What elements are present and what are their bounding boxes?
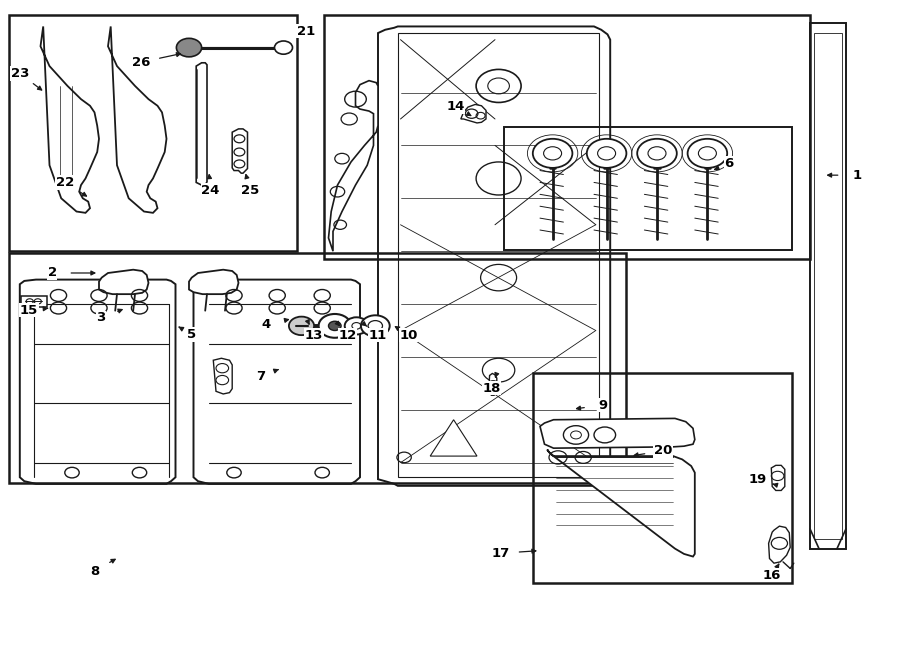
Text: 8: 8: [90, 564, 99, 578]
Text: 26: 26: [132, 56, 150, 69]
Text: 21: 21: [297, 24, 315, 38]
Bar: [324, 15, 810, 259]
Bar: [533, 373, 792, 583]
Polygon shape: [189, 270, 239, 294]
Polygon shape: [378, 26, 610, 486]
Text: 7: 7: [256, 369, 266, 383]
Bar: [21, 296, 47, 307]
Polygon shape: [40, 26, 99, 213]
Polygon shape: [194, 280, 360, 484]
Bar: [398, 33, 598, 477]
Circle shape: [328, 321, 341, 330]
Text: 25: 25: [241, 184, 259, 197]
Polygon shape: [461, 104, 486, 123]
Polygon shape: [769, 526, 790, 563]
Text: 13: 13: [305, 329, 323, 342]
Bar: [9, 15, 297, 251]
Text: 9: 9: [598, 399, 608, 412]
Polygon shape: [547, 449, 695, 557]
Text: 15: 15: [20, 303, 38, 317]
Bar: [814, 33, 842, 539]
Polygon shape: [108, 26, 166, 213]
Text: 22: 22: [56, 176, 74, 189]
Polygon shape: [540, 418, 695, 448]
Text: 14: 14: [446, 100, 464, 113]
Text: 24: 24: [202, 184, 220, 197]
Text: 19: 19: [749, 473, 767, 486]
Text: 6: 6: [724, 157, 733, 170]
Circle shape: [345, 317, 368, 334]
Bar: [810, 23, 846, 549]
Circle shape: [176, 38, 202, 57]
Circle shape: [533, 139, 572, 168]
Text: 10: 10: [400, 329, 418, 342]
Text: 17: 17: [491, 547, 509, 560]
Bar: [504, 127, 792, 250]
Circle shape: [688, 139, 727, 168]
Circle shape: [637, 139, 677, 168]
Text: 1: 1: [852, 169, 861, 182]
Polygon shape: [196, 63, 207, 185]
Text: 20: 20: [654, 444, 672, 457]
Polygon shape: [489, 373, 497, 395]
Text: 4: 4: [262, 318, 271, 331]
Circle shape: [289, 317, 314, 335]
Text: 16: 16: [763, 568, 781, 582]
Text: 11: 11: [369, 329, 387, 342]
Polygon shape: [99, 270, 148, 294]
Circle shape: [544, 147, 562, 160]
Text: 23: 23: [11, 67, 29, 80]
Text: 5: 5: [187, 328, 196, 341]
Circle shape: [361, 315, 390, 336]
Text: 18: 18: [482, 381, 500, 395]
Bar: [9, 253, 626, 483]
Circle shape: [598, 147, 616, 160]
Text: 2: 2: [48, 266, 57, 280]
Polygon shape: [771, 465, 785, 490]
Polygon shape: [213, 358, 232, 394]
Polygon shape: [20, 280, 176, 484]
Polygon shape: [328, 81, 378, 251]
Circle shape: [274, 41, 292, 54]
Text: 12: 12: [338, 329, 356, 342]
Polygon shape: [430, 420, 477, 456]
Circle shape: [698, 147, 716, 160]
Polygon shape: [232, 129, 248, 173]
Circle shape: [319, 314, 351, 338]
Circle shape: [648, 147, 666, 160]
Circle shape: [587, 139, 626, 168]
Text: 3: 3: [96, 311, 105, 325]
